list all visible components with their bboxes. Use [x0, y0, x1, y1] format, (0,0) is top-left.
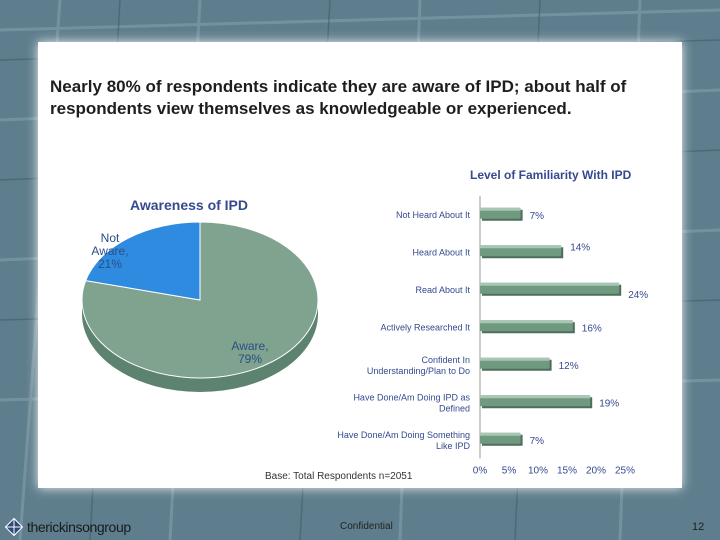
bar-highlight: [480, 207, 521, 211]
category-label: Have Done/Am Doing Something: [337, 430, 470, 440]
category-label: Not Heard About It: [396, 210, 471, 220]
logo-wordmark: therickinsongroup: [27, 519, 131, 535]
base-note: Base: Total Respondents n=2051: [265, 471, 413, 482]
pie-chart-title: Awareness of IPD: [130, 197, 248, 213]
bar-highlight: [480, 357, 550, 361]
category-label: Like IPD: [436, 441, 471, 451]
diamond-logo-icon: [4, 517, 24, 537]
company-logo: therickinsongroup: [4, 516, 131, 538]
bar-value-label: 14%: [570, 242, 590, 253]
pie-label-not-aware: Aware,: [91, 244, 128, 258]
category-label: Actively Researched It: [380, 322, 470, 332]
x-tick-label: 15%: [557, 466, 577, 477]
x-tick-label: 5%: [502, 466, 517, 477]
x-tick-label: 10%: [528, 466, 548, 477]
bar-highlight: [480, 320, 573, 324]
bar-value-label: 16%: [582, 323, 602, 334]
x-tick-label: 0%: [473, 466, 488, 477]
slide-headline: Nearly 80% of respondents indicate they …: [50, 77, 627, 118]
x-tick-label: 25%: [615, 466, 635, 477]
bar-value-label: 19%: [599, 398, 619, 409]
pie-label-aware: 79%: [238, 352, 262, 366]
bar-highlight: [480, 245, 562, 249]
pie-slice-side: [82, 300, 318, 392]
footer-confidential: Confidential: [340, 521, 393, 532]
bar-highlight: [480, 282, 620, 286]
pie-label-aware: Aware,: [231, 339, 268, 353]
category-label: Understanding/Plan to Do: [367, 366, 470, 376]
bar-value-label: 7%: [530, 436, 545, 447]
bar-chart-title: Level of Familiarity With IPD: [470, 168, 632, 182]
familiarity-bar-chart: Level of Familiarity With IPD Not Heard …: [337, 168, 648, 477]
bar-value-label: 7%: [530, 211, 545, 222]
bar-highlight: [480, 432, 521, 436]
bar-value-label: 24%: [628, 290, 648, 301]
category-label: Heard About It: [412, 247, 470, 257]
category-label: Have Done/Am Doing IPD as: [353, 392, 470, 402]
page-number: 12: [692, 521, 705, 533]
category-label: Confident In: [421, 355, 470, 365]
x-tick-label: 20%: [586, 466, 606, 477]
bar-highlight: [480, 395, 591, 399]
category-label: Defined: [439, 403, 470, 413]
bar-value-label: 12%: [559, 361, 579, 372]
pie-label-not-aware: 21%: [98, 257, 122, 271]
pie-slice-not-aware: [85, 221, 201, 301]
category-label: Read About It: [415, 285, 470, 295]
pie-label-not-aware: Not: [101, 231, 120, 245]
